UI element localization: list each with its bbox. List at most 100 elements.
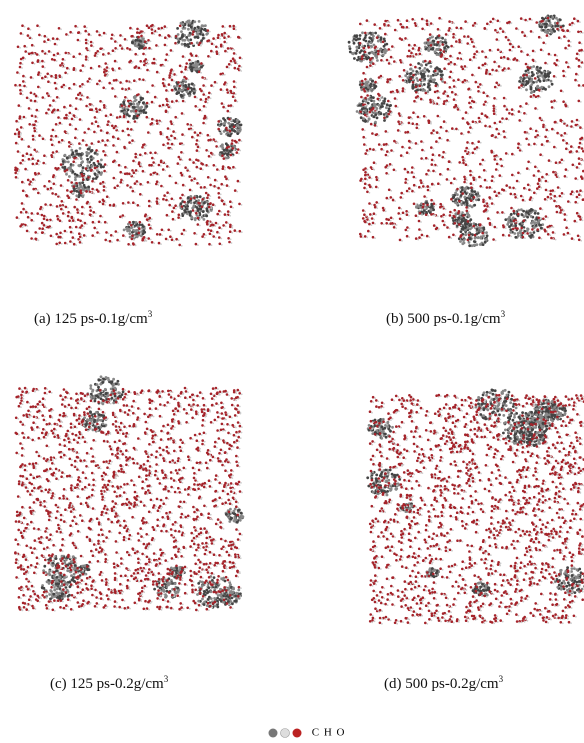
- hydrogen-atom: [496, 87, 498, 89]
- oxygen-atom: [415, 214, 418, 217]
- oxygen-atom: [112, 136, 115, 139]
- carbon-atom: [128, 229, 131, 232]
- carbon-atom: [79, 175, 82, 178]
- hydrogen-atom: [226, 83, 228, 85]
- oxygen-atom: [23, 116, 26, 119]
- oxygen-atom: [200, 62, 203, 65]
- oxygen-atom: [87, 128, 90, 131]
- hydrogen-atom: [439, 184, 441, 186]
- carbon-atom: [460, 230, 463, 233]
- hydrogen-atom: [152, 124, 154, 126]
- hydrogen-atom: [198, 167, 200, 169]
- hydrogen-atom: [415, 204, 417, 206]
- hydrogen-atom: [33, 220, 35, 222]
- oxygen-atom: [487, 217, 490, 220]
- hydrogen-atom: [397, 142, 399, 144]
- hydrogen-atom: [526, 36, 528, 38]
- oxygen-atom: [146, 218, 149, 221]
- carbon-atom: [427, 75, 430, 78]
- oxygen-atom: [563, 75, 566, 78]
- oxygen-atom: [175, 238, 178, 241]
- carbon-atom: [383, 45, 386, 48]
- oxygen-atom: [560, 134, 563, 137]
- hydrogen-atom: [141, 155, 143, 157]
- oxygen-atom: [105, 231, 108, 234]
- hydrogen-atom: [126, 147, 128, 149]
- oxygen-atom: [116, 185, 119, 188]
- oxygen-atom: [165, 59, 168, 62]
- oxygen-atom: [136, 28, 139, 31]
- hydrogen-atom: [50, 181, 52, 183]
- oxygen-atom: [393, 169, 396, 172]
- oxygen-atom: [388, 48, 391, 51]
- oxygen-atom: [77, 211, 80, 214]
- hydrogen-atom: [212, 51, 214, 53]
- hydrogen-atom: [122, 83, 124, 85]
- oxygen-atom: [148, 205, 151, 208]
- oxygen-atom: [111, 125, 114, 128]
- hydrogen-atom: [58, 97, 60, 99]
- hydrogen-atom: [491, 127, 493, 129]
- hydrogen-atom: [529, 185, 531, 187]
- oxygen-atom: [483, 205, 486, 208]
- hydrogen-atom: [231, 202, 233, 204]
- oxygen-atom: [478, 117, 481, 120]
- hydrogen-atom: [527, 64, 529, 66]
- oxygen-atom: [153, 58, 156, 61]
- carbon-atom: [540, 23, 543, 26]
- hydrogen-atom: [216, 82, 218, 84]
- oxygen-atom: [150, 173, 153, 176]
- hydrogen-atom: [220, 122, 222, 124]
- hydrogen-atom: [30, 147, 32, 149]
- hydrogen-atom: [215, 165, 217, 167]
- hydrogen-atom: [81, 54, 83, 56]
- hydrogen-atom: [35, 189, 37, 191]
- hydrogen-atom: [89, 98, 91, 100]
- hydrogen-atom: [468, 148, 470, 150]
- hydrogen-atom: [501, 122, 503, 124]
- oxygen-atom: [25, 211, 28, 214]
- hydrogen-atom: [376, 110, 378, 112]
- hydrogen-atom: [30, 109, 32, 111]
- hydrogen-atom: [145, 49, 147, 51]
- hydrogen-atom: [388, 173, 390, 175]
- oxygen-atom: [408, 187, 411, 190]
- oxygen-atom: [364, 114, 367, 117]
- hydrogen-atom: [17, 177, 19, 179]
- hydrogen-atom: [218, 170, 220, 172]
- oxygen-atom: [228, 167, 231, 170]
- hydrogen-atom: [99, 233, 101, 235]
- hydrogen-atom: [79, 95, 81, 97]
- hydrogen-atom: [129, 101, 131, 103]
- hydrogen-atom: [228, 179, 230, 181]
- carbon-atom: [139, 45, 142, 48]
- hydrogen-atom: [198, 141, 200, 143]
- carbon-atom: [197, 199, 200, 202]
- oxygen-atom: [117, 137, 120, 140]
- carbon-atom: [189, 91, 192, 94]
- hydrogen-atom: [580, 32, 582, 34]
- oxygen-atom: [65, 33, 68, 36]
- hydrogen-atom: [115, 137, 117, 139]
- hydrogen-atom: [48, 220, 50, 222]
- oxygen-atom: [466, 210, 469, 213]
- hydrogen-atom: [548, 141, 550, 143]
- carbon-atom: [461, 186, 464, 189]
- hydrogen-atom: [53, 145, 55, 147]
- oxygen-atom: [524, 34, 527, 37]
- hydrogen-atom: [472, 107, 474, 109]
- hydrogen-atom: [519, 229, 521, 231]
- hydrogen-atom: [140, 37, 142, 39]
- oxygen-atom: [75, 97, 78, 100]
- oxygen-atom: [14, 84, 17, 87]
- hydrogen-atom: [459, 189, 461, 191]
- hydrogen-atom: [41, 35, 43, 37]
- hydrogen-atom: [568, 228, 570, 230]
- hydrogen-atom: [20, 106, 22, 108]
- oxygen-atom: [95, 108, 98, 111]
- hydrogen-atom: [184, 101, 186, 103]
- hydrogen-atom: [161, 35, 163, 37]
- hydrogen-atom: [102, 216, 104, 218]
- oxygen-atom: [522, 74, 525, 77]
- hydrogen-atom: [178, 239, 180, 241]
